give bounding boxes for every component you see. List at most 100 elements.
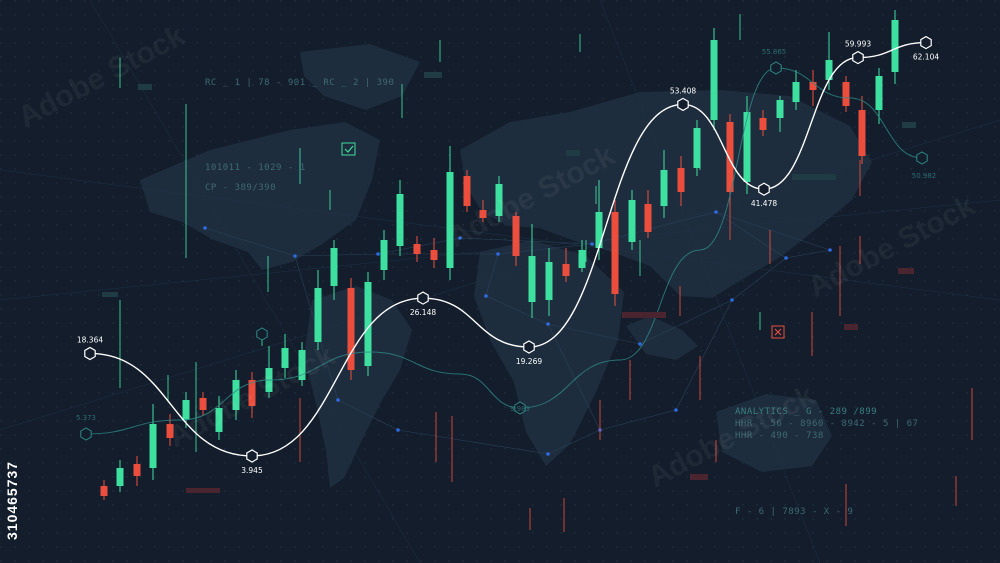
secondary-point-label: 50.982 bbox=[912, 172, 937, 180]
network-node bbox=[484, 294, 488, 298]
bullish-candle bbox=[595, 212, 603, 248]
red-tag bbox=[186, 488, 220, 493]
bearish-candle bbox=[463, 176, 471, 206]
secondary-point-label: 55.865 bbox=[762, 48, 787, 56]
bullish-candle bbox=[495, 184, 503, 216]
trend-point-label: 19.269 bbox=[516, 357, 542, 366]
hud-analytics-line-1: ANALYTICS _ G - 289 /899 bbox=[735, 407, 878, 417]
map-africa bbox=[474, 240, 624, 466]
bullish-candle bbox=[792, 82, 800, 102]
red-tag bbox=[622, 312, 666, 318]
bearish-candle bbox=[199, 398, 207, 410]
trend-point-label: 53.408 bbox=[670, 86, 696, 95]
network-node bbox=[828, 248, 832, 252]
network-link bbox=[485, 253, 499, 297]
network-link bbox=[785, 249, 831, 259]
bearish-candle bbox=[166, 424, 174, 438]
network-node bbox=[546, 322, 550, 326]
trend-point-label: 41.478 bbox=[751, 199, 777, 208]
check-icon bbox=[344, 145, 354, 153]
network-node bbox=[203, 226, 207, 230]
world-map bbox=[140, 44, 872, 488]
hud-badges bbox=[102, 72, 916, 493]
bullish-candle bbox=[215, 408, 223, 432]
network-node bbox=[784, 256, 788, 260]
bearish-candle bbox=[413, 244, 421, 254]
hud-analytics-line-3: HHR - 490 - 738 bbox=[735, 431, 824, 441]
trend-point-marker bbox=[417, 291, 429, 305]
bullish-candle bbox=[182, 400, 190, 420]
bearish-candle bbox=[512, 216, 520, 256]
trend-point-label: 3.945 bbox=[241, 466, 263, 475]
bullish-candle bbox=[776, 100, 784, 118]
trend-point-marker bbox=[677, 97, 689, 112]
bullish-candle bbox=[528, 256, 536, 302]
check-icon-box bbox=[341, 142, 356, 156]
red-tag bbox=[898, 268, 914, 274]
trend-point-label: 26.148 bbox=[410, 308, 436, 317]
network-node bbox=[546, 452, 550, 456]
network-link bbox=[715, 211, 831, 251]
secondary-point-label: 5.373 bbox=[76, 414, 96, 422]
close-icon bbox=[774, 328, 782, 336]
network-link bbox=[0, 169, 1000, 301]
network-link bbox=[397, 429, 549, 455]
network-node bbox=[396, 428, 400, 432]
secondary-point-marker bbox=[770, 61, 782, 75]
network-node bbox=[293, 254, 297, 258]
hud-cp-code: CP - 389/390 bbox=[205, 183, 277, 193]
bullish-candle bbox=[298, 350, 306, 380]
network-node bbox=[336, 398, 340, 402]
map-north-america bbox=[140, 122, 380, 270]
network-link bbox=[639, 299, 733, 345]
map-southeast-asia bbox=[626, 316, 698, 360]
bearish-candle bbox=[562, 264, 570, 276]
trend-point-markers: 18.364 3.945 26.148 19.269 53.408 41.478 59.99… bbox=[76, 35, 939, 475]
trend-point-marker bbox=[758, 182, 770, 196]
bullish-candle bbox=[281, 348, 289, 368]
teal-tag bbox=[424, 72, 442, 78]
network-link bbox=[675, 299, 733, 411]
bullish-candle bbox=[693, 128, 701, 168]
map-south-america bbox=[304, 286, 412, 488]
teal-tag bbox=[792, 174, 836, 180]
bearish-candle bbox=[479, 210, 487, 218]
map-greenland bbox=[300, 44, 420, 110]
network-link bbox=[599, 0, 821, 563]
network-node bbox=[590, 242, 594, 246]
bearish-candle bbox=[759, 118, 767, 130]
teal-tag bbox=[102, 292, 118, 297]
bullish-candle bbox=[875, 76, 883, 110]
network-link bbox=[0, 199, 1000, 301]
bullish-candle bbox=[446, 172, 454, 268]
network-node bbox=[730, 298, 734, 302]
teal-tag bbox=[566, 150, 580, 156]
data-rain-lines bbox=[119, 14, 973, 532]
network-node bbox=[674, 408, 678, 412]
trend-point-label: 18.364 bbox=[77, 335, 103, 344]
network-link bbox=[204, 227, 296, 257]
bearish-candle bbox=[430, 250, 438, 260]
secondary-trend-line bbox=[85, 67, 923, 435]
network-node bbox=[376, 252, 380, 256]
hud-footer-code: F - 6 | 7893 - X - 9 bbox=[735, 507, 854, 517]
bearish-candle bbox=[842, 82, 850, 106]
bullish-candle bbox=[314, 288, 322, 342]
red-tag bbox=[690, 474, 708, 480]
secondary-point-marker bbox=[916, 151, 928, 165]
map-australia bbox=[716, 394, 832, 472]
trend-point-label: 62.104 bbox=[913, 53, 939, 62]
bullish-candle bbox=[545, 262, 553, 300]
hud-binary-code: 101011 - 1029 - 1 bbox=[205, 163, 306, 173]
bearish-candle bbox=[858, 110, 866, 156]
bearish-candle bbox=[677, 168, 685, 192]
bullish-candle bbox=[628, 200, 636, 242]
close-icon-box bbox=[771, 325, 785, 339]
network-link bbox=[731, 257, 787, 301]
bullish-candle bbox=[710, 40, 718, 120]
bullish-candle bbox=[578, 250, 586, 268]
trend-point-marker bbox=[920, 35, 932, 50]
network-node bbox=[638, 342, 642, 346]
